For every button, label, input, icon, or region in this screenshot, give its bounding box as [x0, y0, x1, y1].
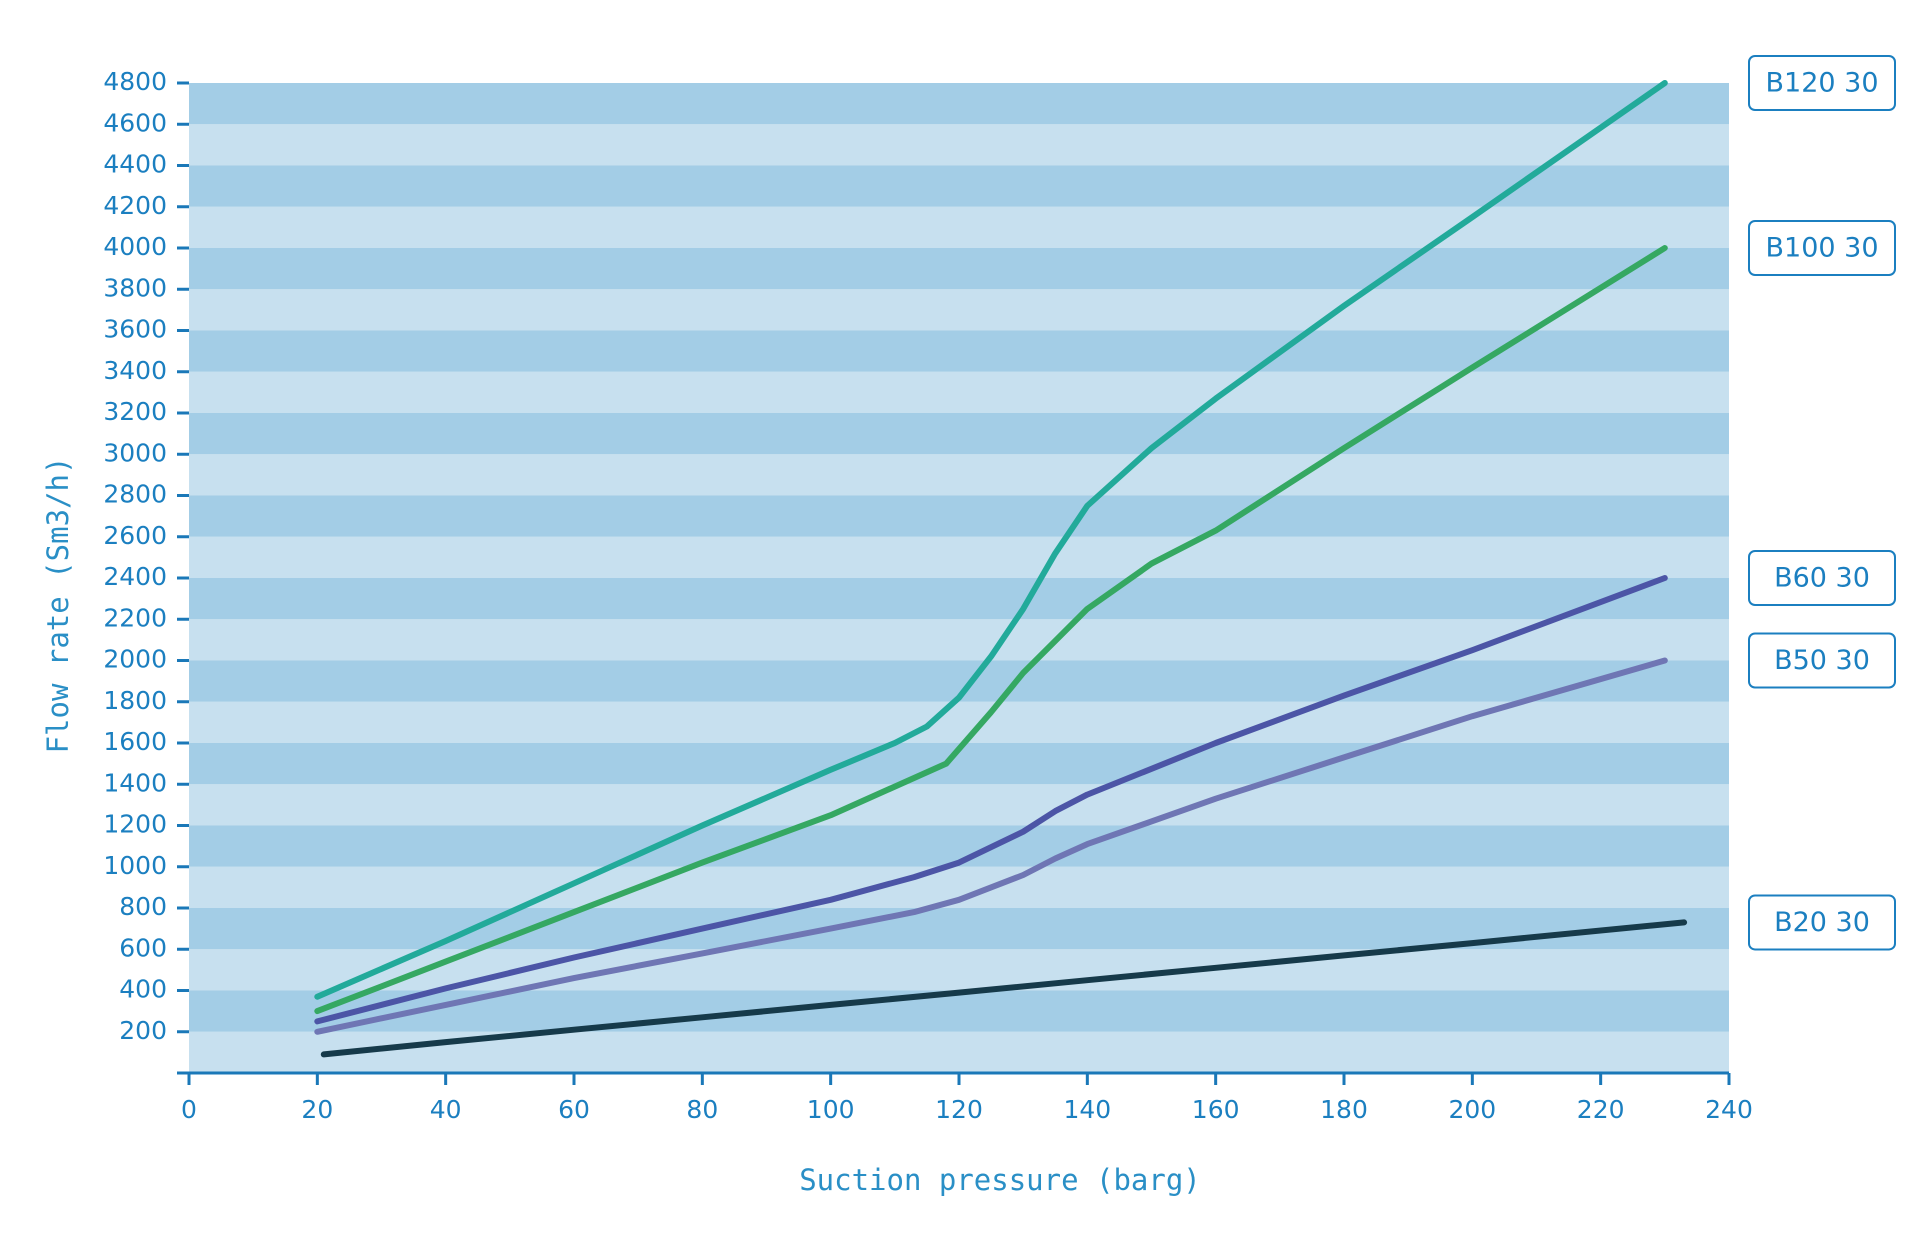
y-tick-label: 1400	[103, 768, 167, 797]
x-tick-label: 100	[807, 1095, 855, 1124]
legend-box	[1748, 550, 1896, 606]
legend-entry: B60 30	[1748, 550, 1896, 606]
series-line	[314, 657, 1668, 1035]
x-tick-label: 20	[301, 1095, 333, 1124]
x-tick-label: 140	[1063, 1095, 1111, 1124]
y-tick-label: 3000	[103, 438, 167, 467]
y-tick-label: 1800	[103, 686, 167, 715]
band	[189, 124, 1729, 166]
band	[189, 413, 1729, 455]
legend-box	[1748, 894, 1896, 951]
y-tick-label: 400	[119, 975, 167, 1004]
y-tick-label: 4200	[103, 191, 167, 220]
y-tick-label: 2400	[103, 562, 167, 591]
legend-entry: B120 30	[1748, 55, 1896, 111]
y-axis-title: Flow rate (Sm3/h)	[41, 457, 75, 754]
series-line	[314, 80, 1668, 1000]
y-tick-label: 3400	[103, 356, 167, 385]
y-tick-label: 4000	[103, 232, 167, 261]
x-tick-label: 160	[1192, 1095, 1240, 1124]
y-tick-label: 2600	[103, 521, 167, 550]
legend-box	[1748, 55, 1896, 111]
y-tick-label: 4600	[103, 108, 167, 137]
y-tick-label: 3200	[103, 397, 167, 426]
legend-label: B60 30	[1774, 563, 1870, 594]
y-tick-label: 1200	[103, 810, 167, 839]
band	[189, 248, 1729, 290]
band	[189, 371, 1729, 413]
y-tick-label: 600	[119, 933, 167, 962]
band	[189, 578, 1729, 620]
y-tick-label: 800	[119, 892, 167, 921]
y-tick-label: 3800	[103, 273, 167, 302]
band	[189, 784, 1729, 826]
x-tick-label: 240	[1705, 1095, 1753, 1124]
legend-label: B100 30	[1766, 233, 1879, 264]
band	[189, 495, 1729, 537]
band	[189, 619, 1729, 661]
band	[189, 83, 1729, 125]
band	[189, 949, 1729, 991]
series-line	[314, 575, 1668, 1025]
band	[189, 289, 1729, 331]
x-tick-label: 200	[1448, 1095, 1496, 1124]
series-line	[320, 919, 1688, 1058]
legend-entry: B20 30	[1748, 894, 1896, 951]
x-tick-label: 120	[935, 1095, 983, 1124]
x-tick-label: 220	[1577, 1095, 1625, 1124]
x-tick-label: 60	[558, 1095, 590, 1124]
y-tick-label: 200	[119, 1016, 167, 1045]
y-tick-label: 2200	[103, 603, 167, 632]
band	[189, 536, 1729, 578]
y-tick-label: 3600	[103, 315, 167, 344]
band	[189, 454, 1729, 496]
series-line	[314, 245, 1668, 1015]
y-tick-label: 4400	[103, 150, 167, 179]
band	[189, 165, 1729, 207]
band	[189, 1031, 1729, 1073]
band	[189, 206, 1729, 248]
x-axis-title: Suction pressure (barg)	[799, 1163, 1201, 1197]
x-tick-label: 40	[430, 1095, 462, 1124]
legend-label: B20 30	[1774, 907, 1870, 938]
legend-label: B50 30	[1774, 645, 1870, 676]
legend-box	[1748, 632, 1896, 689]
band	[189, 990, 1729, 1032]
legend-box	[1748, 220, 1896, 276]
x-tick-label: 80	[686, 1095, 718, 1124]
y-tick-label: 2800	[103, 480, 167, 509]
band	[189, 701, 1729, 743]
y-tick-label: 2000	[103, 645, 167, 674]
legend-entry: B50 30	[1748, 632, 1896, 689]
legend-label: B120 30	[1766, 68, 1879, 99]
y-tick-label: 1600	[103, 727, 167, 756]
y-tick-label: 4800	[103, 67, 167, 96]
x-tick-label: 0	[181, 1095, 197, 1124]
x-tick-label: 180	[1320, 1095, 1368, 1124]
legend-entry: B100 30	[1748, 220, 1896, 276]
y-tick-label: 1000	[103, 851, 167, 880]
